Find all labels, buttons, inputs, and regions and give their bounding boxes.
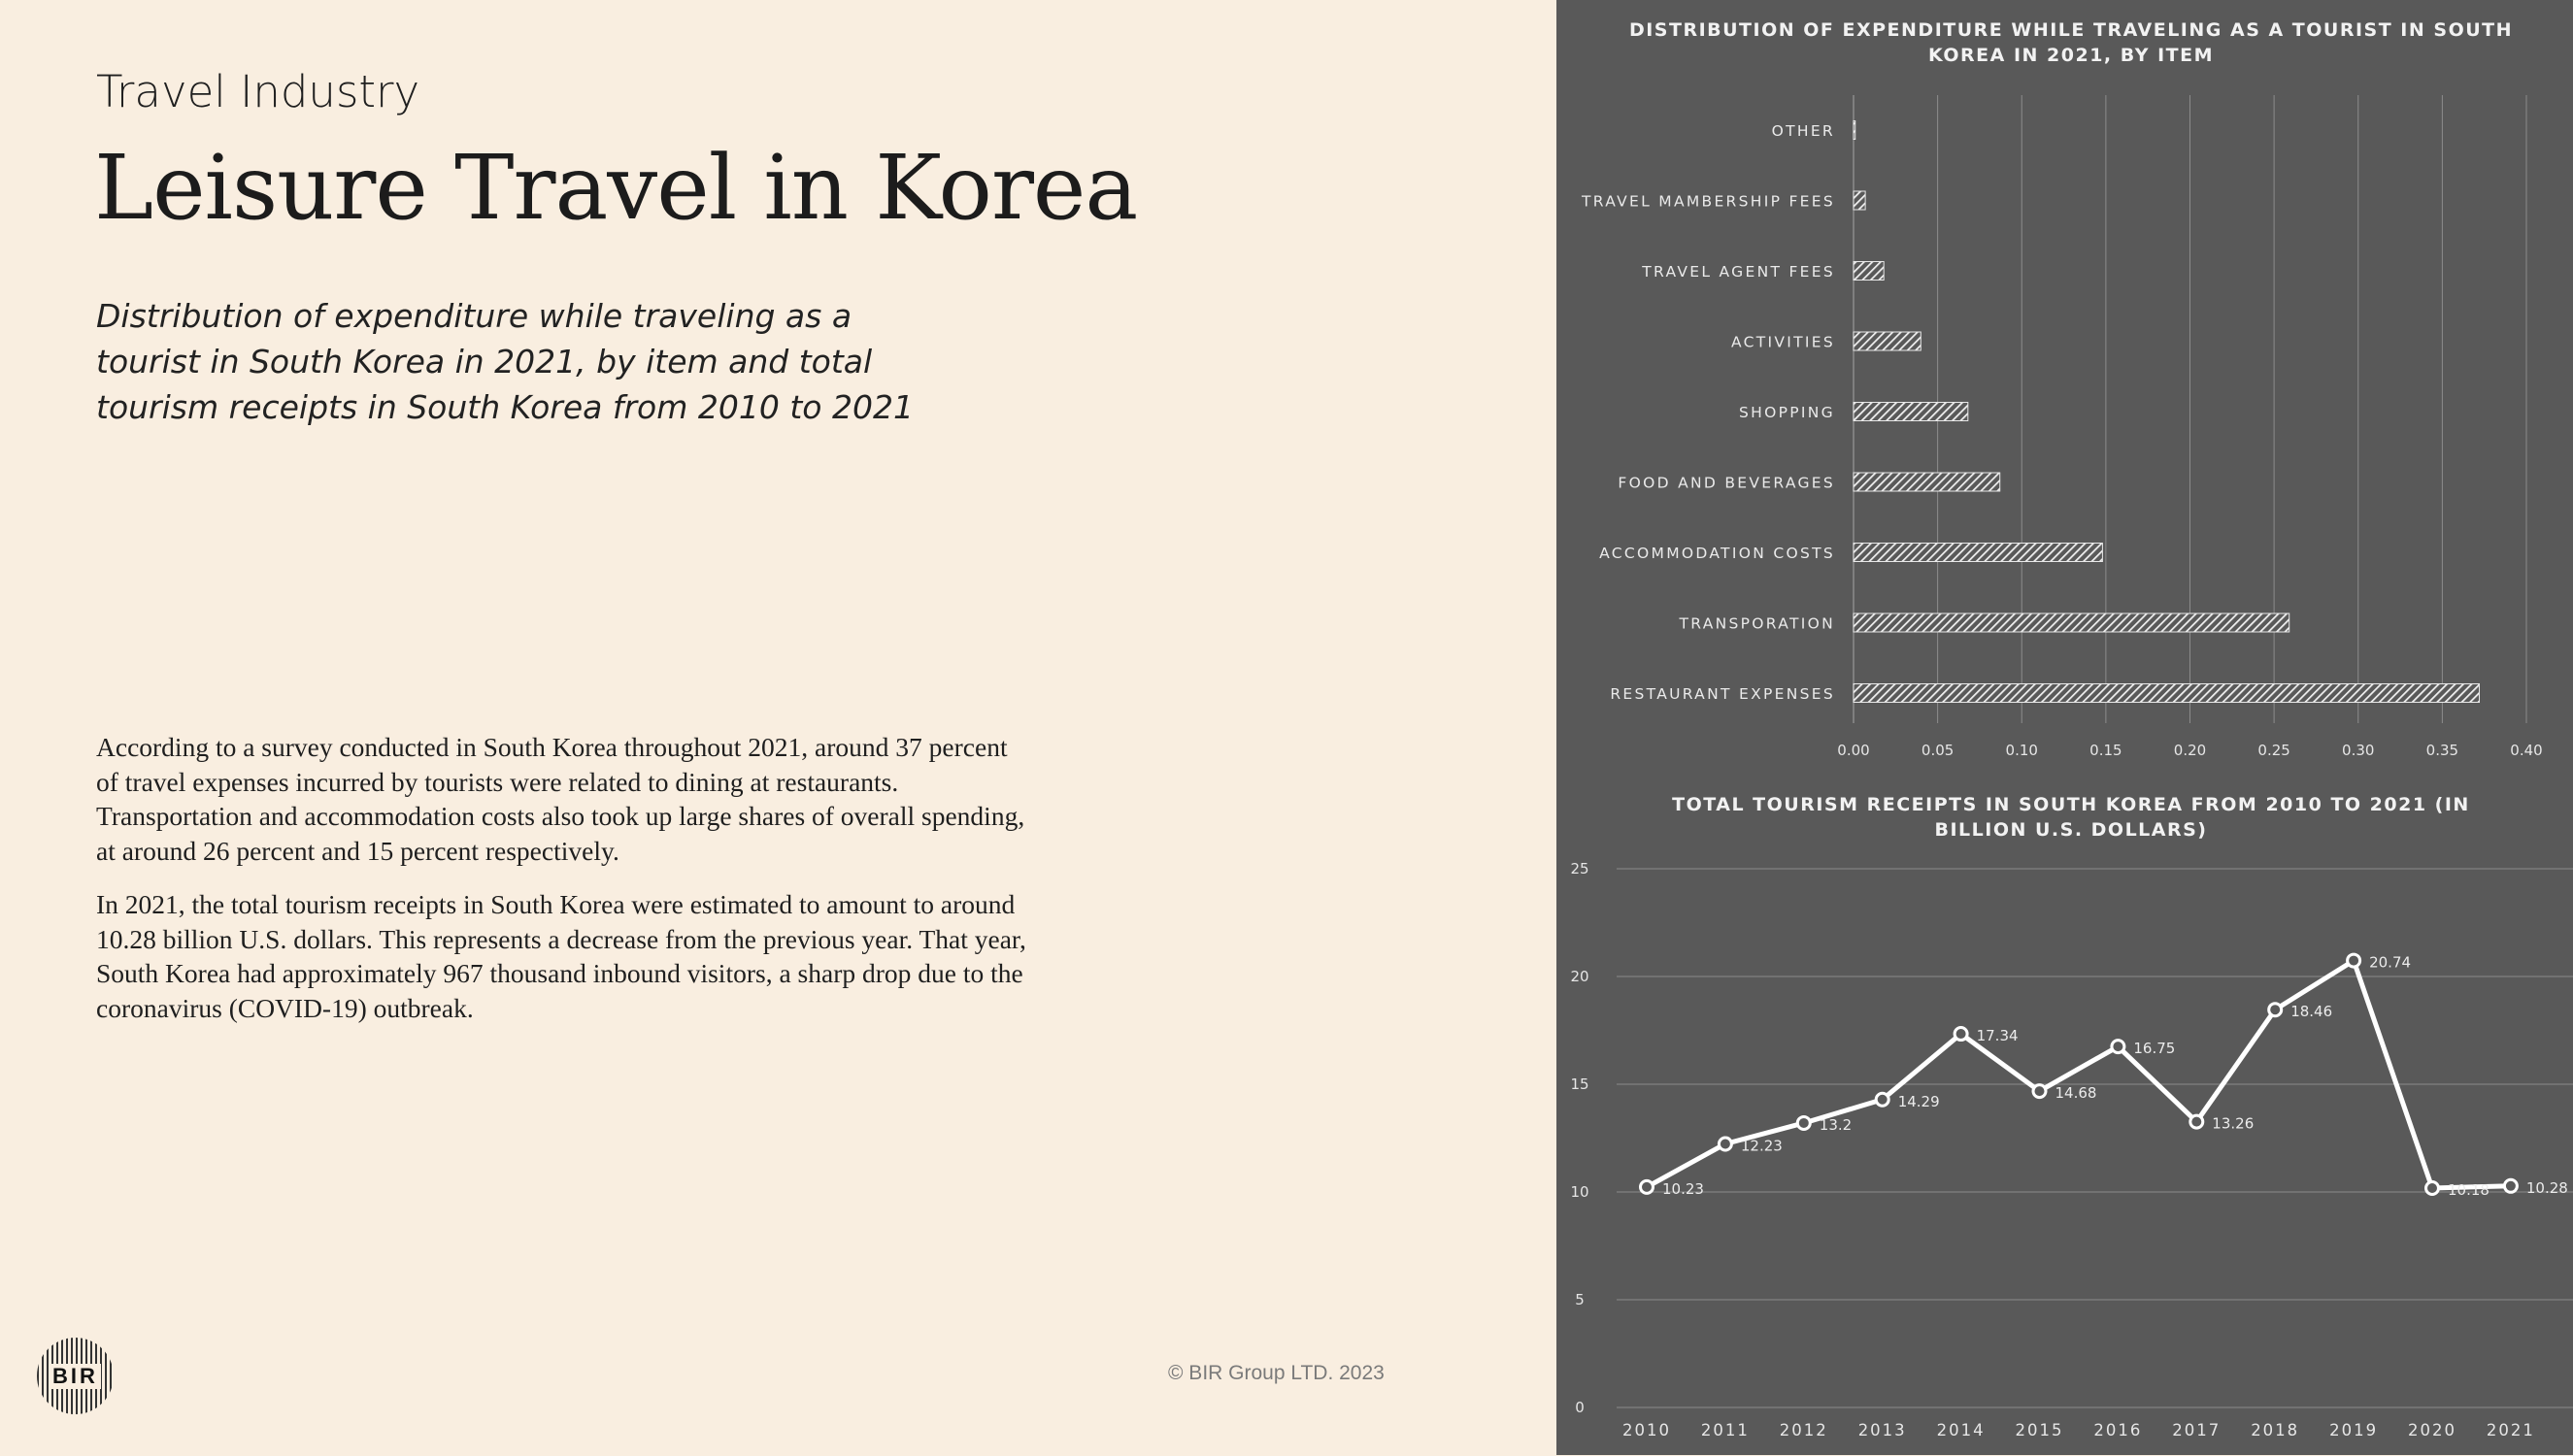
- data-point: [1639, 1178, 1654, 1195]
- y-tick-label: 10: [1570, 1183, 1588, 1201]
- logo-text: BIR: [50, 1363, 101, 1389]
- data-label: 13.2: [1820, 1116, 1852, 1134]
- category-label: RESTAURANT EXPENSES: [1610, 685, 1835, 703]
- copyright-notice: © BIR Group LTD. 2023: [1168, 1362, 1385, 1384]
- category-label: FOOD AND BEVERAGES: [1618, 475, 1835, 492]
- y-tick-label: 15: [1570, 1075, 1588, 1093]
- category-label: OTHER: [1772, 122, 1835, 140]
- page-subtitle: Distribution of expenditure while travel…: [96, 297, 914, 426]
- y-tick-label: 0: [1575, 1399, 1585, 1416]
- category-label: SHOPPING: [1739, 404, 1835, 421]
- x-tick-label: 2016: [2093, 1421, 2142, 1439]
- data-point: [2189, 1113, 2205, 1130]
- series-line: [1645, 958, 2511, 1191]
- charts-panel: DISTRIBUTION OF EXPENDITURE WHILE TRAVEL…: [1556, 0, 2573, 1455]
- data-label: 20.74: [2369, 954, 2411, 972]
- bar: [1853, 120, 1856, 140]
- category-label: ACTIVITIES: [1731, 334, 1835, 351]
- data-point: [2031, 1083, 2048, 1100]
- x-tick-label: 0.20: [2174, 742, 2206, 759]
- section-kicker: Travel Industry: [96, 66, 420, 117]
- x-tick-label: 2012: [1780, 1421, 1828, 1439]
- data-label: 14.29: [1898, 1093, 1940, 1110]
- bar: [1853, 190, 1866, 211]
- x-tick-label: 2013: [1858, 1421, 1907, 1439]
- bar: [1853, 402, 1969, 421]
- x-tick-label: 0.40: [2510, 742, 2542, 759]
- receipts-line-chart: 0 5 10 15 20 25 2010 2011 2012 2013 2014 2015 2016 20…: [1570, 860, 2573, 1439]
- bar-chart-title: DISTRIBUTION OF EXPENDITURE WHILE TRAVEL…: [1628, 19, 2514, 66]
- category-label: ACCOMMODATION COSTS: [1599, 545, 1835, 562]
- data-point: [2110, 1039, 2126, 1055]
- body-text: According to a survey conducted in South…: [96, 730, 1028, 1044]
- data-label: 13.26: [2212, 1115, 2254, 1133]
- left-panel: Travel Industry Leisure Travel in Korea …: [37, 66, 1385, 1414]
- x-tick-label: 0.05: [1921, 742, 1954, 759]
- x-tick-label: 2011: [1701, 1421, 1750, 1439]
- x-tick-label: 0.15: [2089, 742, 2122, 759]
- data-label: 17.34: [1977, 1027, 2019, 1044]
- y-tick-label: 25: [1570, 860, 1588, 877]
- x-tick-label: 0.10: [2006, 742, 2038, 759]
- bar: [1853, 612, 2290, 633]
- data-label: 14.68: [2055, 1084, 2097, 1102]
- data-point: [1795, 1114, 1812, 1131]
- x-tick-label: 2015: [2016, 1421, 2064, 1439]
- bir-logo: BIR: [37, 1338, 114, 1414]
- x-tick-label: 2018: [2251, 1421, 2299, 1439]
- bar: [1853, 261, 1885, 281]
- data-label: 18.46: [2290, 1003, 2332, 1020]
- x-tick-label: 2020: [2408, 1421, 2456, 1439]
- y-tick-label: 5: [1575, 1291, 1585, 1308]
- body-paragraph-2: In 2021, the total tourism receipts in S…: [96, 889, 1026, 1023]
- bar: [1853, 683, 2480, 703]
- x-tick-label: 0.25: [2257, 742, 2289, 759]
- x-tick-label: 2017: [2172, 1421, 2221, 1439]
- page-title: Leisure Travel in Korea: [94, 136, 1138, 240]
- bar: [1853, 472, 2001, 492]
- x-tick-label: 2019: [2329, 1421, 2378, 1439]
- expenditure-bar-chart: 0.00 0.05 0.10 0.15 0.20 0.25 0.30 0.35 0.40 OTHE…: [1581, 95, 2543, 759]
- data-point: [1717, 1136, 1733, 1152]
- bar: [1853, 543, 2103, 562]
- x-tick-label: 2014: [1937, 1421, 1986, 1439]
- y-tick-label: 20: [1570, 968, 1588, 985]
- data-point: [2267, 1002, 2284, 1018]
- data-point: [2502, 1177, 2519, 1194]
- data-label: 10.23: [1662, 1180, 1704, 1198]
- line-chart-title: TOTAL TOURISM RECEIPTS IN SOUTH KOREA FR…: [1672, 794, 2470, 841]
- data-label: 16.75: [2133, 1040, 2175, 1057]
- x-tick-label: 0.35: [2426, 742, 2458, 759]
- x-tick-label: 0.00: [1837, 742, 1869, 759]
- data-point: [1953, 1026, 1969, 1042]
- data-point: [2424, 1180, 2440, 1197]
- data-label: 12.23: [1741, 1137, 1783, 1154]
- data-label: 10.28: [2526, 1179, 2568, 1197]
- data-label: 10.18: [2448, 1181, 2489, 1199]
- data-point: [1874, 1091, 1890, 1108]
- category-label: TRAVEL AGENT FEES: [1641, 263, 1835, 281]
- category-label: TRANSPORATION: [1679, 615, 1835, 633]
- data-point: [2346, 952, 2362, 969]
- category-label: TRAVEL MAMBERSHIP FEES: [1581, 193, 1835, 211]
- x-tick-label: 2021: [2487, 1421, 2535, 1439]
- x-tick-label: 2010: [1622, 1421, 1671, 1439]
- x-tick-label: 0.30: [2342, 742, 2374, 759]
- body-paragraph-1: According to a survey conducted in South…: [96, 732, 1025, 866]
- bar: [1853, 331, 1921, 351]
